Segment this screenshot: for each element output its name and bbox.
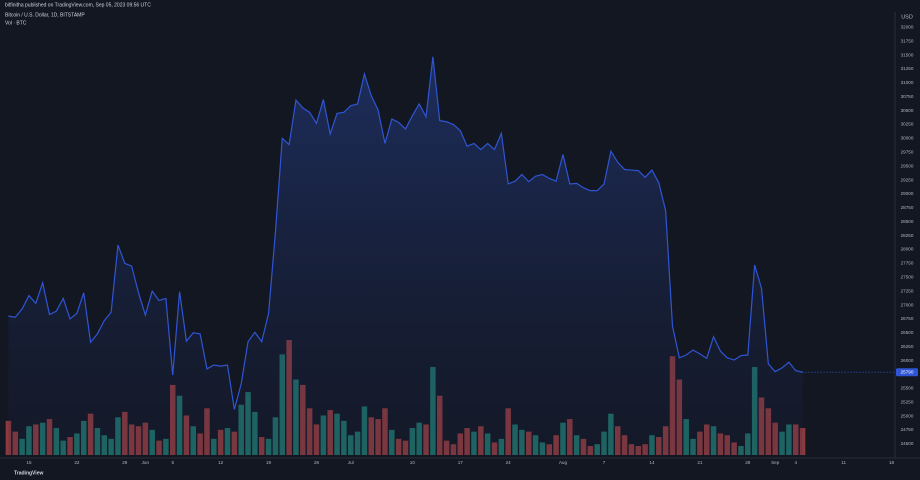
x-tick-label: Sep (771, 460, 780, 465)
y-tick-label: 31750 (901, 38, 914, 43)
y-tick-label: 30000 (901, 136, 914, 141)
x-tick-label: 24 (506, 460, 512, 465)
x-tick-label: 15 (26, 460, 32, 465)
x-tick-label: Jun (142, 460, 150, 465)
y-tick-label: 30250 (901, 122, 914, 127)
x-tick-label: Jul (348, 460, 354, 465)
y-tick-label: 32000 (901, 25, 914, 30)
x-tick-label: 12 (218, 460, 224, 465)
x-tick-label: 19 (266, 460, 272, 465)
y-tick-label: 27000 (901, 302, 914, 307)
y-tick-label: 27250 (901, 288, 914, 293)
plot: 2450024750250002525025500257502600026250… (5, 25, 918, 465)
y-tick-label: 26000 (901, 358, 914, 363)
last-price-label: 25790 (901, 369, 914, 374)
y-tick-label: 25500 (901, 386, 914, 391)
x-tick-label: 28 (745, 460, 751, 465)
x-tick-label: 21 (697, 460, 703, 465)
publisher: bitfinitha published on TradingView.com,… (5, 2, 151, 8)
y-tick-label: 24500 (901, 441, 914, 446)
x-tick-label: 11 (841, 460, 846, 465)
y-tick-label: 28500 (901, 219, 914, 224)
price-line (8, 56, 803, 410)
price-area (8, 56, 803, 456)
x-tick-label: 14 (649, 460, 655, 465)
last-price-badge (896, 368, 918, 377)
x-tick-label: 10 (410, 460, 416, 465)
y-tick-label: 29250 (901, 177, 914, 182)
x-tick-label: 18 (889, 460, 895, 465)
y-tick-label: 31000 (901, 80, 914, 85)
volume-legend: Vol · BTC (5, 20, 27, 26)
y-tick-label: 29500 (901, 163, 914, 168)
y-tick-label: 26250 (901, 344, 914, 349)
currency: USD (901, 14, 913, 20)
y-tick-label: 27750 (901, 261, 914, 266)
y-tick-label: 24750 (901, 427, 914, 432)
x-tick-label: Aug (559, 460, 568, 465)
y-tick-label: 27500 (901, 274, 914, 279)
y-tick-label: 30500 (901, 108, 914, 113)
y-tick-label: 29000 (901, 191, 914, 196)
x-tick-label: 22 (74, 460, 80, 465)
x-tick-label: 29 (122, 460, 128, 465)
symbol: Bitcoin / U.S. Dollar, 1D, BITSTAMP (5, 12, 85, 18)
y-tick-label: 25000 (901, 413, 914, 418)
y-tick-label: 25250 (901, 399, 914, 404)
y-tick-label: 28000 (901, 247, 914, 252)
y-tick-label: 31500 (901, 52, 914, 57)
y-tick-label: 31250 (901, 66, 914, 71)
y-tick-label: 30750 (901, 94, 914, 99)
logo: TradingView (14, 470, 43, 476)
x-tick-label: 17 (458, 460, 464, 465)
y-tick-label: 28250 (901, 233, 914, 238)
x-tick-label: 7 (603, 460, 606, 465)
x-tick-label: 26 (314, 460, 320, 465)
y-tick-label: 26750 (901, 316, 914, 321)
x-tick-label: 4 (794, 460, 797, 465)
x-tick-label: 5 (171, 460, 174, 465)
y-tick-label: 29750 (901, 150, 914, 155)
y-tick-label: 28750 (901, 205, 914, 210)
y-tick-label: 26500 (901, 330, 914, 335)
